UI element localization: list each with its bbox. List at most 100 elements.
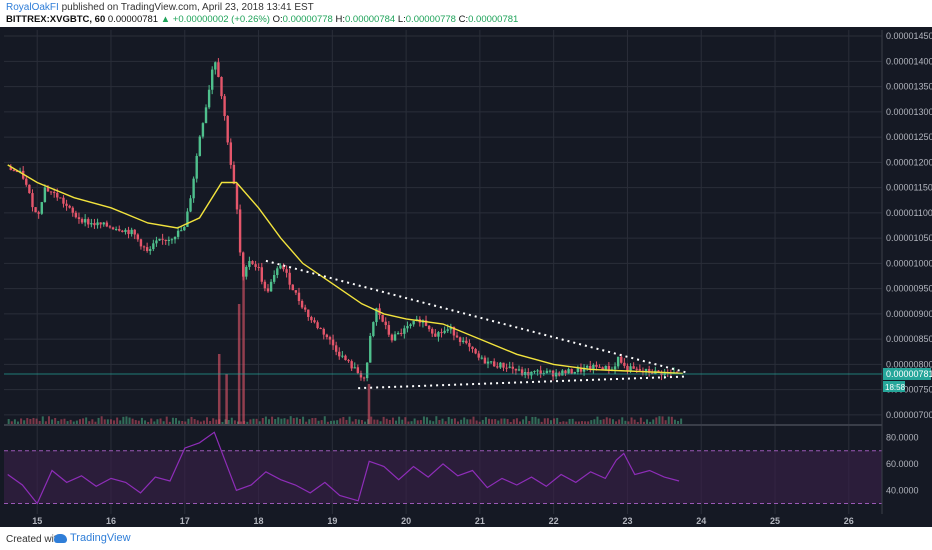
candle-body	[536, 370, 539, 372]
volume-bar	[364, 421, 367, 424]
candle-body	[186, 211, 189, 227]
volume-bar	[162, 421, 165, 424]
volume-bar	[469, 419, 472, 424]
candle-body	[31, 193, 34, 208]
volume-bar	[593, 419, 596, 424]
volume-bar	[608, 418, 611, 424]
volume-bar	[91, 419, 94, 424]
volume-bar	[29, 419, 32, 424]
volume-bar	[311, 418, 314, 424]
candle-body	[96, 222, 99, 226]
volume-bar	[503, 418, 506, 424]
volume-bar	[57, 420, 60, 424]
volume-bar	[308, 419, 311, 424]
symbol-label: BITTREX:XVGBTC, 60	[6, 14, 106, 25]
volume-bar	[23, 420, 26, 424]
created-with-text: Created with	[6, 534, 63, 545]
rsi-line	[7, 431, 680, 505]
volume-bar	[227, 419, 230, 424]
candle-body	[567, 369, 570, 374]
candle-body	[434, 333, 437, 337]
volume-bar	[528, 420, 531, 424]
candle-body	[554, 372, 558, 377]
volume-bar	[113, 420, 116, 424]
y-tick-label: 0.00001150	[886, 183, 932, 193]
volume-bar	[652, 419, 655, 424]
volume-bar	[54, 417, 57, 424]
candle-body	[71, 207, 74, 213]
volume-bar	[221, 421, 224, 424]
volume-bar	[38, 420, 41, 424]
candle-body	[384, 321, 387, 326]
candle-body	[576, 368, 580, 373]
x-tick-label: 20	[401, 516, 411, 526]
high-value: 0.00000784	[344, 14, 396, 25]
volume-bar	[314, 417, 317, 424]
volume-bar	[181, 420, 184, 424]
candle-body	[189, 198, 192, 212]
volume-bar	[373, 419, 376, 424]
candle-body	[152, 243, 155, 250]
candle-body	[505, 367, 508, 369]
candle-body	[15, 170, 19, 173]
candle-body	[87, 219, 90, 225]
high-label: H:	[335, 14, 345, 25]
volume-bar	[190, 416, 193, 424]
volume-bar	[639, 417, 642, 424]
candle-body	[192, 178, 195, 199]
candle-body	[297, 292, 301, 301]
candle-body	[570, 369, 573, 374]
candle-body	[183, 226, 186, 231]
volume-bar	[677, 420, 680, 424]
candle-body	[387, 325, 391, 335]
candle-body	[372, 322, 375, 336]
candle-body	[257, 266, 260, 268]
candle-body	[601, 367, 604, 371]
candle-body	[52, 192, 56, 194]
x-tick-label: 24	[696, 516, 706, 526]
volume-bar	[460, 419, 463, 424]
volume-bar	[44, 421, 47, 424]
volume-bar	[525, 416, 528, 424]
volume-bar	[410, 421, 413, 424]
volume-bar	[518, 421, 521, 424]
candle-body	[220, 76, 223, 97]
candle-body	[207, 89, 211, 108]
candle-body	[59, 197, 62, 199]
candle-body	[607, 365, 611, 371]
volume-bar	[655, 417, 658, 424]
volume-bar	[184, 421, 187, 424]
candle-body	[582, 367, 586, 372]
x-tick-label: 17	[180, 516, 190, 526]
volume-bar	[395, 420, 398, 424]
candle-body	[254, 264, 257, 267]
open-label: O:	[272, 14, 283, 25]
volume-bar	[382, 416, 385, 424]
candle-body	[514, 368, 518, 371]
volume-bar	[66, 421, 69, 424]
lower-trendline	[358, 375, 687, 390]
tradingview-logo[interactable]: TradingView	[54, 532, 131, 544]
price-chart[interactable]: 0.00001450 0.00001400 0.00001350 0.00001300…	[0, 27, 932, 527]
volume-bar	[463, 417, 466, 424]
candle-body	[632, 366, 635, 369]
candle-body	[133, 229, 136, 235]
candle-body	[651, 372, 654, 375]
author-link[interactable]: RoyalOakFI	[6, 2, 59, 13]
volume-bar	[206, 417, 209, 424]
candle-body	[136, 234, 140, 240]
candle-body	[9, 167, 12, 170]
x-tick-label: 19	[327, 516, 337, 526]
x-tick-label: 22	[549, 516, 559, 526]
candle-body	[108, 226, 112, 228]
low-label: L:	[397, 14, 406, 25]
candle-body	[629, 366, 632, 371]
volume-bar	[407, 421, 410, 424]
volume-bar	[500, 418, 503, 424]
candle-body	[77, 217, 81, 220]
volume-bar	[488, 418, 491, 424]
candle-body	[307, 309, 310, 317]
candle-body	[176, 230, 180, 237]
y-tick-label: 0.00001100	[886, 208, 932, 218]
volume-bar	[416, 420, 419, 424]
